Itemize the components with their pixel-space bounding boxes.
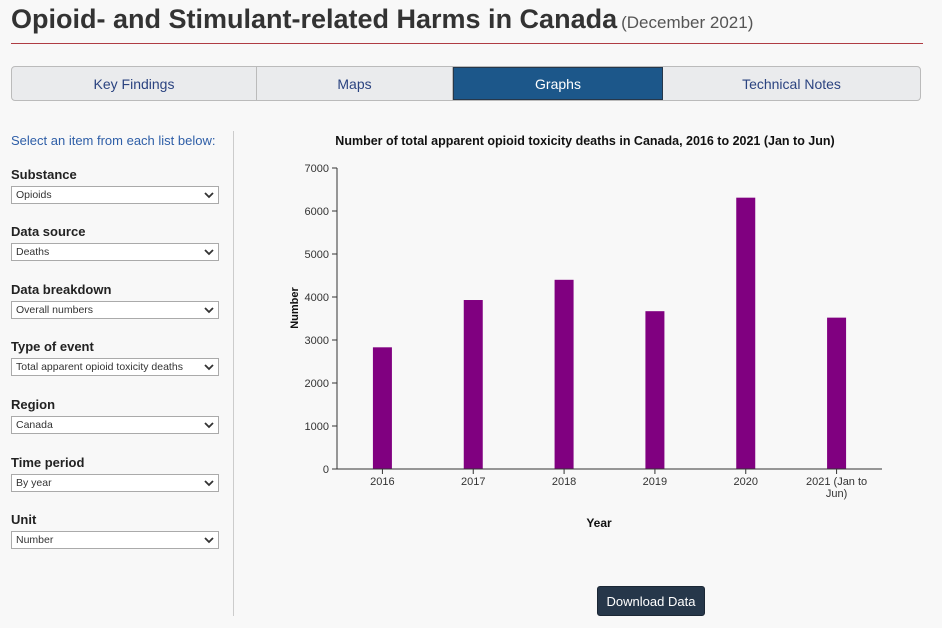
type-of-event-select[interactable]: Total apparent opioid toxicity deaths [11, 358, 219, 376]
data-breakdown-value: Overall numbers [16, 304, 94, 316]
chevron-down-icon [204, 480, 214, 487]
y-tick-label: 2000 [305, 378, 329, 390]
y-axis-label: Number [289, 287, 301, 329]
substance-label: Substance [11, 167, 77, 182]
filter-sidebar: Select an item from each list below: Sub… [11, 131, 234, 616]
data-breakdown-select[interactable]: Overall numbers [11, 301, 219, 319]
chevron-down-icon [204, 192, 214, 199]
x-tick-label: 2018 [552, 476, 576, 488]
chevron-down-icon [204, 249, 214, 256]
chevron-down-icon [204, 537, 214, 544]
y-tick-label: 3000 [305, 335, 329, 347]
page-title: Opioid- and Stimulant-related Harms in C… [11, 4, 754, 34]
x-tick-label: 2019 [643, 476, 667, 488]
data-source-select[interactable]: Deaths [11, 243, 219, 261]
substance-select[interactable]: Opioids [11, 186, 219, 204]
x-tick-label: 2020 [734, 476, 758, 488]
bar-chart: Number of total apparent opioid toxicity… [289, 134, 882, 530]
chevron-down-icon [204, 307, 214, 314]
chart-title: Number of total apparent opioid toxicity… [335, 134, 834, 148]
y-tick-label: 7000 [305, 163, 329, 175]
bar-2016 [372, 347, 392, 469]
unit-label: Unit [11, 512, 37, 527]
data-source-value: Deaths [16, 246, 50, 258]
data-source-label: Data source [11, 224, 86, 239]
title-divider [11, 43, 923, 44]
tab-technical-notes[interactable]: Technical Notes [742, 75, 841, 92]
region-value: Canada [16, 419, 53, 431]
time-period-select[interactable]: By year [11, 474, 219, 492]
unit-value: Number [16, 534, 54, 546]
substance-value: Opioids [16, 189, 52, 201]
data-breakdown-label: Data breakdown [11, 282, 112, 297]
bar-2017 [463, 300, 483, 469]
unit-select[interactable]: Number [11, 531, 219, 549]
sidebar-intro: Select an item from each list below: [11, 133, 216, 148]
bar-2018 [554, 279, 574, 469]
bar-2019 [645, 311, 665, 469]
type-of-event-label: Type of event [11, 339, 94, 354]
y-tick-label: 0 [323, 464, 329, 476]
page-subtitle: (December 2021) [621, 13, 754, 32]
download-data-button[interactable]: Download Data [597, 586, 705, 616]
time-period-value: By year [16, 477, 52, 489]
time-period-label: Time period [11, 455, 85, 470]
region-select[interactable]: Canada [11, 416, 219, 434]
bar-2021 [827, 317, 847, 469]
tab-graphs[interactable]: Graphs [453, 67, 663, 100]
bar-2020 [736, 197, 756, 470]
type-of-event-value: Total apparent opioid toxicity deaths [16, 361, 183, 373]
region-label: Region [11, 397, 56, 412]
y-tick-label: 6000 [305, 206, 329, 218]
y-tick-label: 5000 [305, 249, 329, 261]
x-tick-label: 2017 [461, 476, 485, 488]
x-tick-label: 2016 [370, 476, 394, 488]
tab-key-findings[interactable]: Key Findings [12, 67, 257, 100]
x-axis-label: Year [586, 516, 612, 530]
tab-maps[interactable]: Maps [257, 67, 453, 100]
y-tick-label: 1000 [305, 421, 329, 433]
chevron-down-icon [204, 364, 214, 371]
chevron-down-icon [204, 422, 214, 429]
tab-bar: Key Findings Maps Graphs Technical Notes [11, 66, 921, 101]
x-tick-label: 2021 (Jan to Jun) [806, 476, 867, 500]
y-tick-label: 4000 [305, 292, 329, 304]
